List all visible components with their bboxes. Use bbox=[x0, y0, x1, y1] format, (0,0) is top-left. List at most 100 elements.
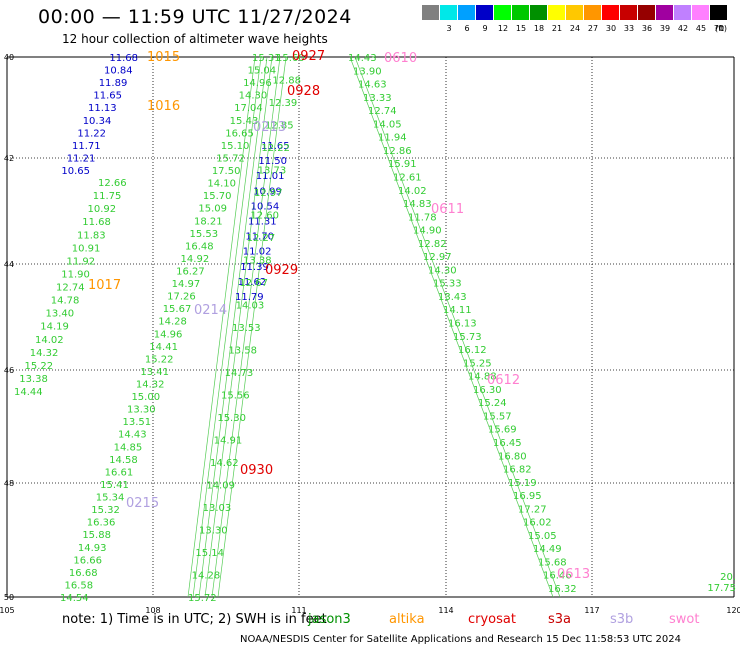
wave-height-value: 12.74 bbox=[368, 106, 397, 117]
pass-time-label: 0927 bbox=[292, 49, 325, 64]
legend-swatch bbox=[422, 5, 440, 20]
lon-tick-label: 108 bbox=[145, 606, 160, 615]
wave-height-value: 11.94 bbox=[378, 133, 407, 144]
wave-height-value: 16.45 bbox=[493, 438, 522, 449]
legend-swatch bbox=[656, 5, 674, 20]
pass-time-label: 1017 bbox=[88, 278, 121, 293]
wave-height-value: 15.22 bbox=[145, 354, 174, 365]
legend-swatch bbox=[494, 5, 512, 20]
wave-height-value: 15.19 bbox=[508, 478, 537, 489]
wave-height-value: 12.61 bbox=[393, 172, 422, 183]
pass-time-label: 0215 bbox=[126, 496, 159, 511]
legend-swatch bbox=[638, 5, 656, 20]
wave-height-value: 16.95 bbox=[513, 491, 542, 502]
pass-time-label: 0611 bbox=[431, 202, 464, 217]
legend-label: 3 bbox=[446, 24, 452, 33]
track-line bbox=[187, 56, 256, 598]
wave-height-value: 11.01 bbox=[256, 171, 285, 182]
wave-height-value: 13.58 bbox=[228, 346, 257, 357]
legend-label: 18 bbox=[533, 24, 545, 33]
wave-height-value: 17.50 bbox=[212, 166, 241, 177]
wave-height-value: 11.50 bbox=[258, 156, 287, 167]
wave-height-value: 15.69 bbox=[488, 425, 517, 436]
wave-height-value: 12.67 bbox=[239, 278, 268, 289]
legend-swatch bbox=[440, 5, 458, 20]
wave-height-value: 14.73 bbox=[225, 368, 254, 379]
wave-height-value: 16.27 bbox=[176, 266, 205, 277]
pass-time-label: 0613 bbox=[557, 567, 590, 582]
wave-height-value: 15.25 bbox=[463, 358, 492, 369]
wave-height-value: 14.44 bbox=[14, 387, 43, 398]
wave-height-value: 14.96 bbox=[243, 78, 272, 89]
map-subtitle: 12 hour collection of altimeter wave hei… bbox=[62, 32, 328, 46]
wave-height-value: 16.80 bbox=[498, 451, 527, 462]
wave-height-value: 16.30 bbox=[473, 385, 502, 396]
wave-height-value: 15.43 bbox=[230, 116, 259, 127]
pass-time-label: 0929 bbox=[265, 263, 298, 278]
wave-height-value: 14.43 bbox=[118, 430, 147, 441]
wave-height-value: 14.92 bbox=[181, 254, 210, 265]
legend-label: 45 bbox=[695, 24, 707, 33]
wave-height-value: 15.22 bbox=[25, 361, 54, 372]
wave-height-value: 14.19 bbox=[40, 322, 69, 333]
wave-height-value: 13.90 bbox=[353, 66, 382, 77]
wave-height-value: 13.03 bbox=[203, 503, 232, 514]
track-line bbox=[217, 56, 287, 598]
wave-height-value: 13.33 bbox=[363, 93, 392, 104]
wave-height-value: 14.05 bbox=[373, 119, 402, 130]
wave-height-value: 11.65 bbox=[93, 91, 122, 102]
wave-height-value: 15.91 bbox=[388, 159, 417, 170]
wave-height-value: 11.68 bbox=[109, 53, 138, 64]
track-line bbox=[349, 56, 554, 598]
track-line bbox=[192, 56, 262, 598]
wave-height-value: 15.31 bbox=[252, 53, 281, 64]
wave-height-value: 14.02 bbox=[35, 335, 64, 346]
wave-height-value: 13.40 bbox=[46, 309, 75, 320]
axis-labels: 105 108 111 114 117 120 40 42 44 46 48 50 bbox=[0, 53, 740, 615]
wave-height-value: 13.38 bbox=[243, 256, 272, 267]
wave-height-value: 18.21 bbox=[194, 216, 223, 227]
pass-time-label: 1015 bbox=[147, 50, 180, 65]
lat-tick-label: 40 bbox=[4, 53, 14, 62]
legend-swatch bbox=[530, 5, 548, 20]
wave-height-value: 10.34 bbox=[83, 116, 112, 127]
wave-height-value: 15.68 bbox=[538, 557, 567, 568]
wave-height-value: 13.51 bbox=[123, 417, 152, 428]
wave-height-value: 15.14 bbox=[195, 548, 224, 559]
color-legend: 3 6 9 12 15 18 21 24 27 30 33 36 39 42 45 70 (ft) bbox=[422, 5, 728, 35]
wave-height-value: 11.71 bbox=[72, 141, 101, 152]
wave-height-value: 12.74 bbox=[56, 283, 85, 294]
lat-tick-label: 50 bbox=[4, 593, 14, 602]
legend-label: 21 bbox=[551, 24, 563, 33]
wave-height-value: 14.10 bbox=[207, 179, 236, 190]
wave-height-value: 15.34 bbox=[96, 493, 125, 504]
wave-height-value: 14.41 bbox=[149, 342, 178, 353]
wave-height-value: 14.62 bbox=[210, 458, 239, 469]
legend-swatch bbox=[674, 5, 692, 20]
pass-time-label: 0612 bbox=[487, 373, 520, 388]
wave-height-value: 15.56 bbox=[221, 391, 250, 402]
wave-height-value: 17.27 bbox=[518, 504, 547, 515]
wave-height-value: 11.90 bbox=[61, 269, 90, 280]
pass-time-label: 0928 bbox=[287, 84, 320, 99]
track-line bbox=[204, 56, 273, 598]
wave-height-value: 10.92 bbox=[88, 204, 117, 215]
legend-label: 39 bbox=[659, 24, 671, 33]
wave-height-value: 15.00 bbox=[131, 392, 160, 403]
legend-swatch bbox=[602, 5, 620, 20]
lon-tick-label: 105 bbox=[0, 606, 15, 615]
wave-height-value: 13.53 bbox=[232, 323, 261, 334]
wave-height-value: 15.09 bbox=[198, 204, 227, 215]
lon-tick-label: 111 bbox=[291, 606, 306, 615]
wave-height-value: 15.67 bbox=[163, 304, 192, 315]
legend-swatch bbox=[566, 5, 584, 20]
wave-height-value: 14.83 bbox=[403, 199, 432, 210]
wave-height-value: 13.73 bbox=[258, 166, 287, 177]
legend-label: 70 bbox=[713, 24, 725, 33]
wave-height-value: 10.65 bbox=[61, 166, 90, 177]
wave-height-value: 12.82 bbox=[418, 239, 447, 250]
mission-label: jason3 bbox=[308, 612, 351, 627]
lon-tick-label: 120 bbox=[726, 606, 740, 615]
legend-swatch bbox=[620, 5, 638, 20]
wave-height-value: 15.53 bbox=[189, 229, 218, 240]
